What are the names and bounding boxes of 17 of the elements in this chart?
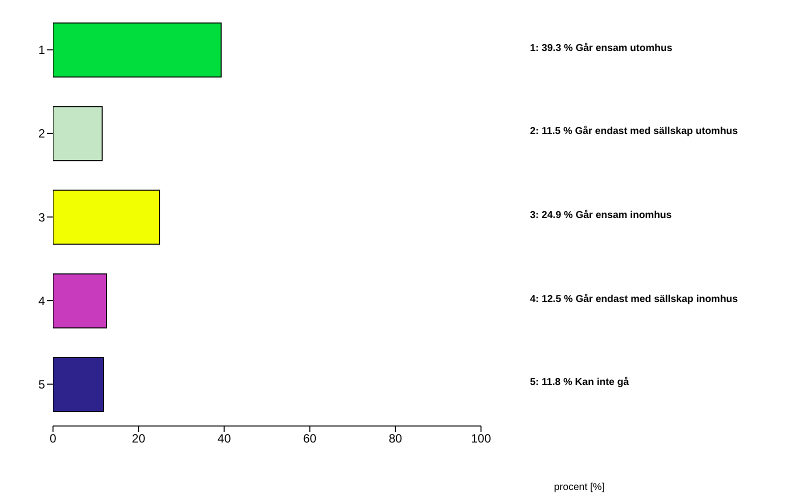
text: procent [%] (554, 482, 605, 493)
text: 3: 24.9 % Går ensam inomhus (530, 210, 672, 221)
y-tick-label: 1 (38, 43, 46, 58)
x-tick-label: 20 (132, 432, 146, 446)
x-tick-label: 60 (303, 432, 317, 446)
x-tick-label: 40 (218, 432, 232, 446)
x-tick-label: 80 (388, 432, 402, 446)
y-tick-label: 3 (38, 210, 46, 224)
text: 5: 11.8 % Kan inte gå (530, 377, 629, 388)
x-tick-label: 0 (50, 432, 57, 446)
x-tick-label: 100 (470, 432, 492, 446)
text: 1: 39.3 % Går ensam utomhus (530, 42, 672, 54)
text: 4: 12.5 % Går endast med sällskap inomhus (530, 294, 738, 305)
y-tick-label: 5 (38, 377, 46, 392)
y-tick-label: 2 (38, 126, 46, 141)
text: 2: 11.5 % Går endast med sällskap utomhus (530, 126, 738, 138)
y-tick-label: 4 (38, 294, 46, 308)
